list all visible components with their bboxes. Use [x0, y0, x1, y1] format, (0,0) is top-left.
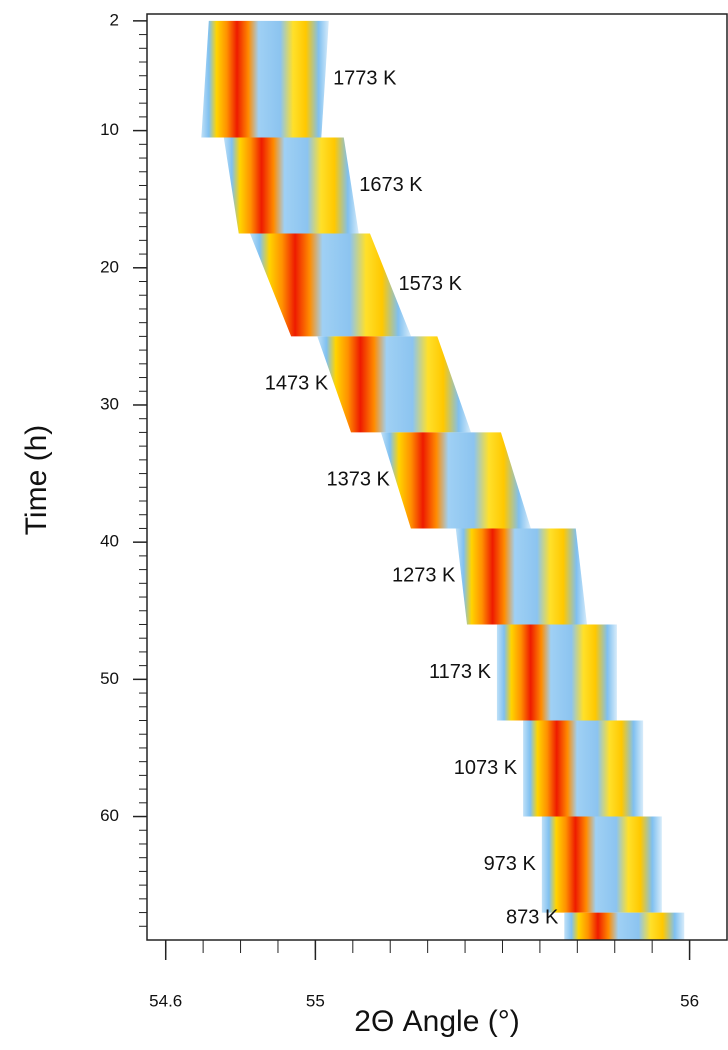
segment-label: 1373 K: [327, 469, 391, 491]
x-tick-label: 56: [680, 991, 699, 1010]
y-tick-label: 40: [100, 532, 119, 551]
y-tick-label: 2: [110, 10, 119, 29]
segment-label: 1573 K: [399, 273, 463, 295]
peak-band: [223, 137, 359, 234]
y-tick-label: 10: [100, 120, 119, 139]
y-tick-label: 50: [100, 669, 119, 688]
segment-label: 1173 K: [429, 661, 492, 683]
x-axis-label: 2Θ Angle (°): [354, 1005, 519, 1038]
segment-label: 873 K: [506, 907, 559, 929]
peak-band: [496, 624, 617, 721]
peak-band: [455, 528, 587, 625]
segment-label: 1673 K: [359, 174, 423, 196]
plot-frame: [146, 13, 728, 941]
y-tick-label: 20: [100, 257, 119, 276]
peak-band: [380, 432, 531, 529]
segment-label: 1273 K: [392, 565, 456, 587]
peak-band: [564, 912, 685, 940]
x-tick-label: 55: [306, 991, 325, 1010]
segment-label: 973 K: [484, 853, 537, 875]
y-axis-label: Time (h): [20, 425, 53, 536]
segment-label: 1073 K: [454, 757, 518, 779]
peak-band: [249, 233, 412, 337]
peak-band: [523, 720, 644, 817]
segment-label: 1773 K: [333, 67, 397, 89]
x-tick-label: 54.6: [149, 991, 182, 1010]
y-tick-label: 30: [100, 394, 119, 413]
segment-label: 1473 K: [265, 373, 329, 395]
y-tick-label: 60: [100, 806, 119, 825]
peak-band: [317, 336, 471, 433]
peak-band: [201, 20, 329, 138]
peak-band: [541, 816, 662, 913]
